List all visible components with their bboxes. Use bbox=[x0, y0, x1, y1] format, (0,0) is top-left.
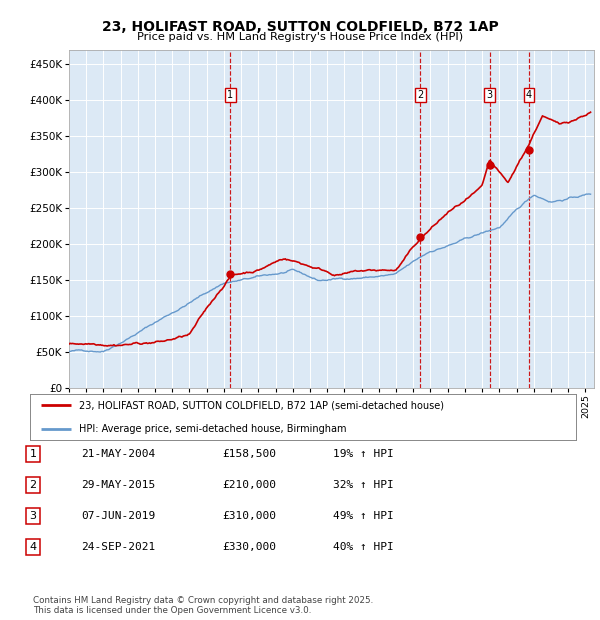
Text: £310,000: £310,000 bbox=[222, 511, 276, 521]
Text: 3: 3 bbox=[487, 91, 493, 100]
Text: 1: 1 bbox=[227, 91, 233, 100]
Text: 29-MAY-2015: 29-MAY-2015 bbox=[81, 480, 155, 490]
Text: 3: 3 bbox=[29, 511, 37, 521]
Text: 2: 2 bbox=[417, 91, 424, 100]
Text: 21-MAY-2004: 21-MAY-2004 bbox=[81, 449, 155, 459]
Text: 4: 4 bbox=[29, 542, 37, 552]
Text: 23, HOLIFAST ROAD, SUTTON COLDFIELD, B72 1AP (semi-detached house): 23, HOLIFAST ROAD, SUTTON COLDFIELD, B72… bbox=[79, 401, 444, 410]
Text: £330,000: £330,000 bbox=[222, 542, 276, 552]
Text: HPI: Average price, semi-detached house, Birmingham: HPI: Average price, semi-detached house,… bbox=[79, 423, 347, 433]
Text: 07-JUN-2019: 07-JUN-2019 bbox=[81, 511, 155, 521]
Text: 23, HOLIFAST ROAD, SUTTON COLDFIELD, B72 1AP: 23, HOLIFAST ROAD, SUTTON COLDFIELD, B72… bbox=[101, 20, 499, 34]
Text: £158,500: £158,500 bbox=[222, 449, 276, 459]
Text: 32% ↑ HPI: 32% ↑ HPI bbox=[333, 480, 394, 490]
Text: Contains HM Land Registry data © Crown copyright and database right 2025.
This d: Contains HM Land Registry data © Crown c… bbox=[33, 596, 373, 615]
Text: 19% ↑ HPI: 19% ↑ HPI bbox=[333, 449, 394, 459]
Text: £210,000: £210,000 bbox=[222, 480, 276, 490]
Text: 40% ↑ HPI: 40% ↑ HPI bbox=[333, 542, 394, 552]
Text: 49% ↑ HPI: 49% ↑ HPI bbox=[333, 511, 394, 521]
Text: 24-SEP-2021: 24-SEP-2021 bbox=[81, 542, 155, 552]
Text: Price paid vs. HM Land Registry's House Price Index (HPI): Price paid vs. HM Land Registry's House … bbox=[137, 32, 463, 42]
Text: 2: 2 bbox=[29, 480, 37, 490]
Text: 1: 1 bbox=[29, 449, 37, 459]
Text: 4: 4 bbox=[526, 91, 532, 100]
